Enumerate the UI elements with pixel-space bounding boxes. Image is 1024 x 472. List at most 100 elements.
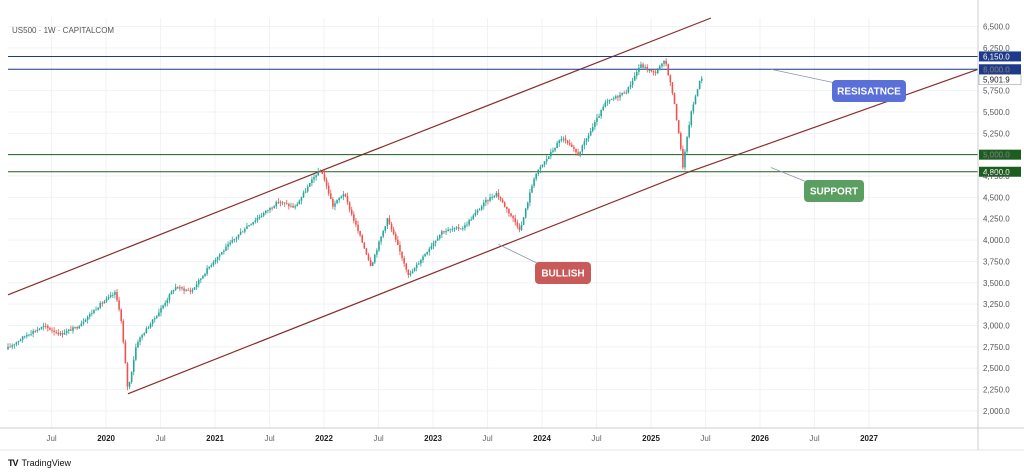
- candle-body: [139, 337, 141, 342]
- tradingview-label: TradingView: [21, 458, 72, 468]
- candle-body: [537, 169, 540, 174]
- candle-body: [84, 319, 87, 322]
- candle-body: [564, 138, 567, 141]
- candle-body: [355, 220, 357, 225]
- candle-body: [378, 241, 380, 251]
- candle-body: [610, 99, 613, 100]
- candle-body: [193, 287, 196, 290]
- price-tick-label: 2,750.0: [983, 343, 1010, 352]
- price-tick-label: 4,000.0: [983, 236, 1010, 245]
- candle-body: [51, 329, 53, 331]
- candle-body: [367, 254, 370, 260]
- candle-body: [539, 166, 542, 170]
- support-upper-tag-label: 5,000.0: [983, 151, 1010, 160]
- candle-body: [67, 329, 70, 331]
- candle-body: [342, 194, 345, 197]
- candle-body: [279, 202, 282, 204]
- candle-body: [164, 303, 166, 306]
- price-tick-label: 4,750.0: [983, 172, 1010, 181]
- candle-body: [311, 179, 313, 184]
- candle-body: [42, 325, 45, 327]
- candle-body: [78, 326, 81, 329]
- candle-body: [531, 185, 533, 193]
- candle-body: [579, 151, 581, 156]
- price-tick-label: 2,250.0: [983, 386, 1010, 395]
- candle-body: [206, 268, 208, 274]
- candle-body: [176, 287, 179, 289]
- candle-body: [462, 228, 464, 229]
- candle-body: [147, 327, 150, 329]
- candle-body: [581, 145, 584, 152]
- candle-body: [231, 240, 234, 243]
- candle-body: [677, 120, 680, 134]
- price-tick-label: 5,750.0: [983, 87, 1010, 96]
- candle-body: [160, 308, 162, 313]
- candle-body: [656, 70, 659, 74]
- candle-body: [208, 266, 211, 269]
- candle-body: [526, 202, 529, 209]
- candle-body: [179, 287, 181, 289]
- candle-body: [466, 224, 468, 226]
- candle-body: [394, 234, 397, 240]
- candle-body: [403, 258, 405, 264]
- candle-body: [250, 224, 252, 226]
- candle-body: [638, 67, 640, 72]
- time-tick-month: Jul: [373, 434, 383, 443]
- candle-body: [612, 98, 615, 100]
- candle-body: [621, 92, 623, 95]
- candle-body: [323, 173, 326, 180]
- price-tick-label: 3,000.0: [983, 322, 1010, 331]
- candle-body: [30, 333, 32, 335]
- candle-body: [491, 197, 493, 198]
- candle-body: [34, 331, 37, 332]
- candle-body: [275, 201, 278, 207]
- price-tick-label: 3,750.0: [983, 257, 1010, 266]
- candle-body: [156, 316, 158, 319]
- symbol-title: US500 · 1W · CAPITALCOM: [12, 26, 115, 35]
- candle-body: [82, 321, 85, 324]
- candle-body: [220, 252, 223, 255]
- footer-brand[interactable]: TV TradingView: [8, 456, 71, 470]
- candle-body: [200, 278, 202, 280]
- candle-body: [627, 86, 630, 93]
- support-label-box: [804, 180, 864, 202]
- candle-body: [336, 199, 338, 204]
- candle-body: [686, 136, 688, 152]
- time-axis[interactable]: Jul 2020 Jul 2021 Jul 2022 Jul 2023 Jul 2024 Jul 20…: [0, 427, 1024, 451]
- candle-body: [47, 326, 49, 328]
- candle-body: [541, 164, 544, 167]
- price-tick-label: 3,500.0: [983, 279, 1010, 288]
- price-tick-label: 6,000.0: [983, 65, 1010, 74]
- candle-body: [262, 212, 265, 216]
- candle-body: [447, 229, 449, 232]
- candle-body: [313, 177, 315, 180]
- candle-body: [415, 264, 418, 268]
- price-axis[interactable]: 2,000.0 2,250.0 2,500.0 2,750.0 3,000.0 3,250…: [977, 0, 1010, 450]
- last-price-tag: [978, 74, 1022, 85]
- chart-grid: [8, 18, 978, 428]
- candle-body: [380, 236, 382, 242]
- candle-body: [61, 333, 64, 335]
- candle-body: [533, 178, 535, 186]
- candle-body: [334, 203, 336, 207]
- resistance-label-text: RESISATNCE: [837, 87, 901, 98]
- candle-body: [118, 300, 120, 310]
- candle-body: [459, 228, 462, 230]
- candle-body: [499, 197, 502, 200]
- candle-body: [120, 309, 122, 322]
- candle-body: [679, 133, 682, 149]
- candle-body: [652, 71, 655, 73]
- candle-body: [571, 144, 573, 147]
- candle-body: [254, 220, 257, 223]
- support-upper-tag: [979, 149, 1021, 160]
- candle-body: [95, 309, 97, 311]
- candle-body: [130, 371, 133, 383]
- candle-body: [149, 324, 152, 328]
- time-tick-month: Jul: [264, 434, 274, 443]
- candle-body: [485, 199, 487, 203]
- candle-body: [296, 204, 299, 207]
- candle-body: [91, 313, 93, 314]
- candle-body: [520, 224, 523, 230]
- candle-body: [556, 143, 558, 149]
